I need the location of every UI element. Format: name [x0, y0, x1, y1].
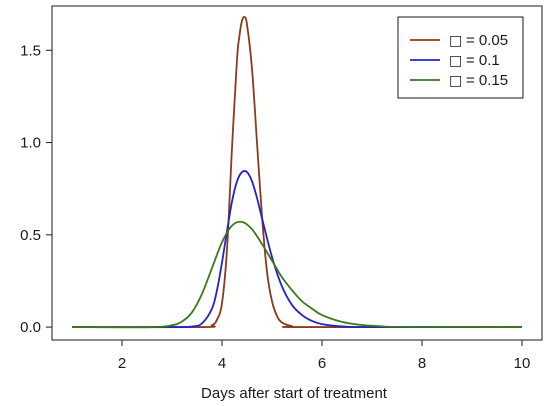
legend-symbol: □ — [449, 53, 462, 69]
legend-label: = 0.05 — [466, 32, 508, 49]
legend-label: = 0.1 — [466, 52, 500, 69]
y-tick-label: 1.5 — [20, 42, 41, 59]
series-line-3 — [71, 220, 523, 329]
y-axis: 0.0 0.5 1.0 1.5 — [20, 42, 53, 336]
x-tick-label: 4 — [218, 355, 226, 372]
x-tick-label: 8 — [418, 355, 426, 372]
series-layer — [71, 16, 523, 329]
x-tick-label: 2 — [118, 355, 126, 372]
y-tick-label: 1.0 — [20, 135, 41, 152]
legend-label: = 0.15 — [466, 72, 508, 89]
x-tick-label: 6 — [318, 355, 326, 372]
y-tick-label: 0.0 — [20, 319, 41, 336]
series-line-1 — [71, 16, 523, 329]
y-tick-label: 0.5 — [20, 227, 41, 244]
series-line-2 — [71, 170, 523, 329]
legend-symbol: □ — [449, 33, 462, 49]
x-axis: 2 4 6 8 10 — [118, 339, 531, 372]
legend-symbol: □ — [449, 73, 462, 89]
legend-box — [397, 16, 524, 99]
x-axis-title: Days after start of treatment — [201, 385, 388, 402]
x-tick-label: 10 — [514, 355, 531, 372]
legend: □ = 0.05□ = 0.1□ = 0.15 — [397, 16, 524, 99]
